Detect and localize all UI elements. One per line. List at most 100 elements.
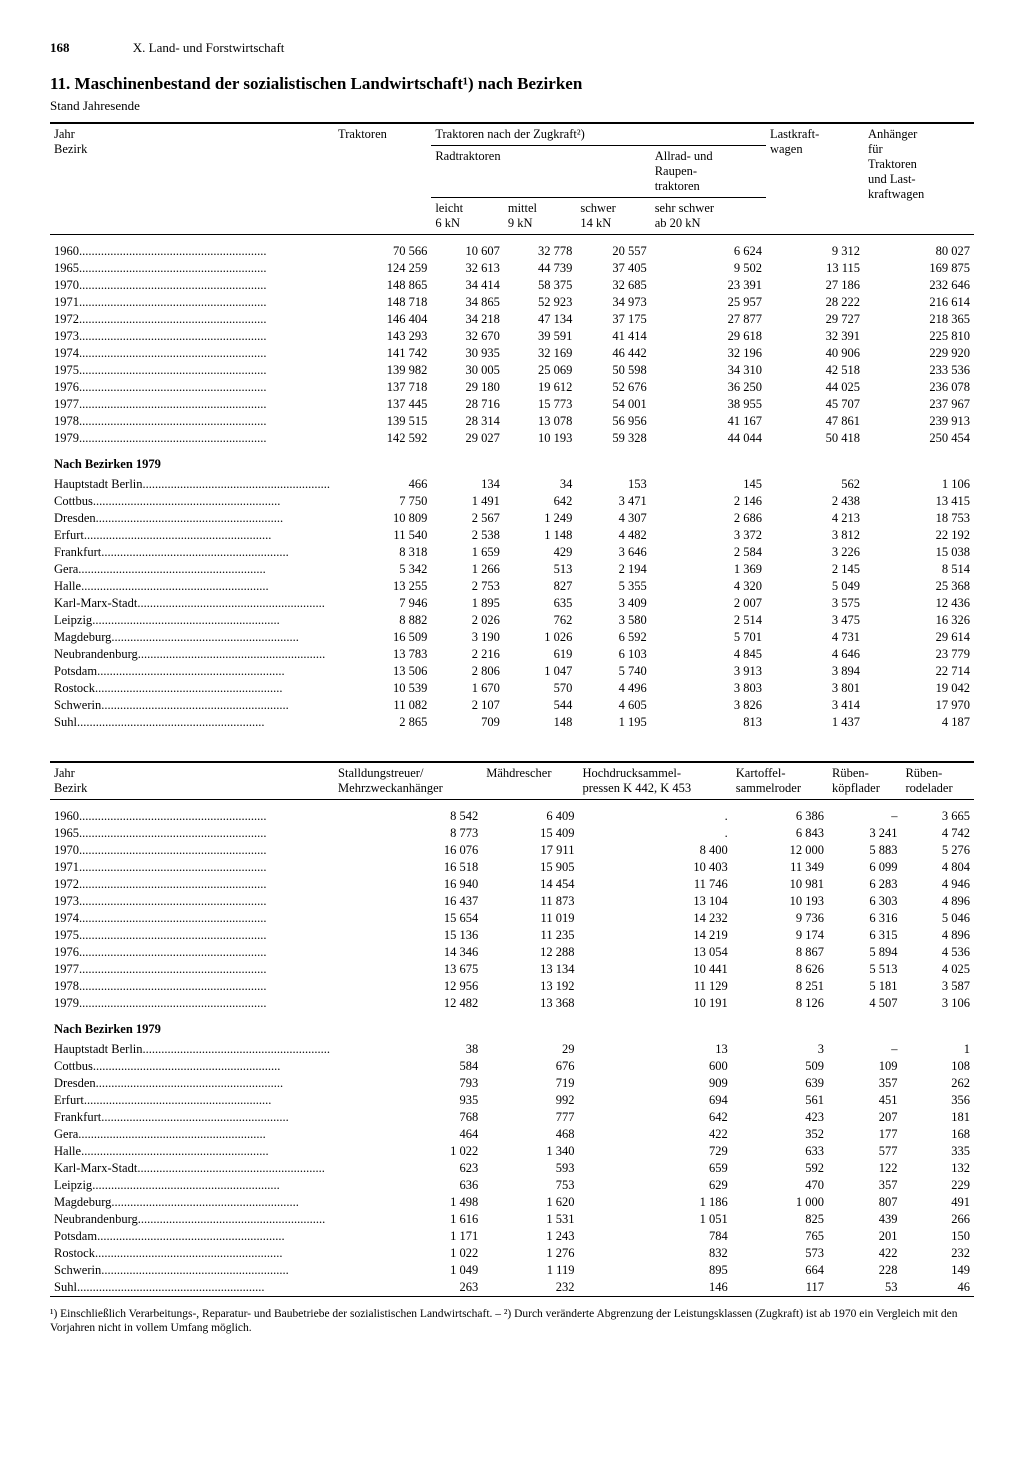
cell: 1 340 <box>482 1143 578 1160</box>
cell: 232 <box>901 1245 974 1262</box>
cell: 1 266 <box>431 561 504 578</box>
row-label: Karl-Marx-Stadt ........................… <box>50 595 334 612</box>
cell: 236 078 <box>864 379 974 396</box>
cell: 139 515 <box>334 413 431 430</box>
cell: 218 365 <box>864 311 974 328</box>
cell: 10 193 <box>732 893 828 910</box>
row-label: 1972 ...................................… <box>50 876 334 893</box>
chapter-title: X. Land- und Forstwirtschaft <box>133 40 285 55</box>
cell: 8 773 <box>334 825 482 842</box>
cell: 11 082 <box>334 697 431 714</box>
row-label: 1974 ...................................… <box>50 910 334 927</box>
table-row: 1976 ...................................… <box>50 379 974 396</box>
cell: 5 046 <box>901 910 974 927</box>
cell: 142 592 <box>334 430 431 447</box>
cell: 13 054 <box>578 944 731 961</box>
table-subtitle: Stand Jahresende <box>50 98 974 114</box>
table-row: 1960 ...................................… <box>50 808 974 825</box>
cell: 232 <box>482 1279 578 1297</box>
cell: 16 518 <box>334 859 482 876</box>
table-row: Magdeburg ..............................… <box>50 629 974 646</box>
cell: 11 873 <box>482 893 578 910</box>
cell: 1 276 <box>482 1245 578 1262</box>
cell: 3 580 <box>576 612 650 629</box>
cell: 16 940 <box>334 876 482 893</box>
cell: 1 659 <box>431 544 504 561</box>
cell: 5 513 <box>828 961 901 978</box>
cell: 25 957 <box>651 294 766 311</box>
table-row: Leipzig ................................… <box>50 1177 974 1194</box>
row-label: Leipzig ................................… <box>50 1177 334 1194</box>
t2-c5: Rüben- rodelader <box>901 762 974 800</box>
table-row: Rostock ................................… <box>50 1245 974 1262</box>
cell: 8 251 <box>732 978 828 995</box>
cell: 3 803 <box>651 680 766 697</box>
cell: 659 <box>578 1160 731 1177</box>
cell: 709 <box>431 714 504 731</box>
t1-col-traktoren: Traktoren <box>334 123 431 235</box>
cell: 32 778 <box>504 243 577 260</box>
cell: 229 <box>901 1177 974 1194</box>
cell: 4 896 <box>901 893 974 910</box>
cell: 13 783 <box>334 646 431 663</box>
cell: 13 675 <box>334 961 482 978</box>
t1-col-allrad: Allrad- und Raupen- traktoren <box>651 146 766 198</box>
cell: 1 148 <box>504 527 577 544</box>
cell: 753 <box>482 1177 578 1194</box>
cell: 439 <box>828 1211 901 1228</box>
table-row: 1978 ...................................… <box>50 978 974 995</box>
cell: 4 025 <box>901 961 974 978</box>
cell: 11 540 <box>334 527 431 544</box>
cell: 664 <box>732 1262 828 1279</box>
cell: 2 567 <box>431 510 504 527</box>
cell: 629 <box>578 1177 731 1194</box>
cell: 513 <box>504 561 577 578</box>
row-label: 1977 ...................................… <box>50 961 334 978</box>
cell: 27 186 <box>766 277 864 294</box>
cell: 562 <box>766 476 864 493</box>
cell: 11 129 <box>578 978 731 995</box>
cell: 47 134 <box>504 311 577 328</box>
cell: 762 <box>504 612 577 629</box>
cell: 1 047 <box>504 663 577 680</box>
cell: 233 536 <box>864 362 974 379</box>
table-row: Rostock ................................… <box>50 680 974 697</box>
cell: 2 806 <box>431 663 504 680</box>
cell: 10 809 <box>334 510 431 527</box>
cell: 8 626 <box>732 961 828 978</box>
cell: 19 612 <box>504 379 577 396</box>
cell: 3 <box>732 1041 828 1058</box>
cell: 12 000 <box>732 842 828 859</box>
cell: 5 342 <box>334 561 431 578</box>
cell: 777 <box>482 1109 578 1126</box>
cell: 1 616 <box>334 1211 482 1228</box>
cell: 13 192 <box>482 978 578 995</box>
cell: 181 <box>901 1109 974 1126</box>
table-row: Gera ...................................… <box>50 561 974 578</box>
cell: 59 328 <box>576 430 650 447</box>
cell: 32 196 <box>651 345 766 362</box>
cell: 352 <box>732 1126 828 1143</box>
row-label: 1960 ...................................… <box>50 808 334 825</box>
page-number: 168 <box>50 40 70 56</box>
table-row: Neubrandenburg .........................… <box>50 1211 974 1228</box>
row-label: 1965 ...................................… <box>50 260 334 277</box>
cell: 6 386 <box>732 808 828 825</box>
cell: 1 670 <box>431 680 504 697</box>
row-label: Schwerin ...............................… <box>50 1262 334 1279</box>
cell: 1 369 <box>651 561 766 578</box>
cell: 4 187 <box>864 714 974 731</box>
table-row: 1973 ...................................… <box>50 328 974 345</box>
cell: 146 404 <box>334 311 431 328</box>
cell: 237 967 <box>864 396 974 413</box>
row-label: 1976 ...................................… <box>50 379 334 396</box>
row-label: Halle ..................................… <box>50 1143 334 1160</box>
cell: 177 <box>828 1126 901 1143</box>
table-row: Cottbus ................................… <box>50 493 974 510</box>
cell: 1 249 <box>504 510 577 527</box>
cell: 17 911 <box>482 842 578 859</box>
cell: 8 867 <box>732 944 828 961</box>
cell: 225 810 <box>864 328 974 345</box>
t2-c3: Kartoffel- sammelroder <box>732 762 828 800</box>
cell: 17 970 <box>864 697 974 714</box>
